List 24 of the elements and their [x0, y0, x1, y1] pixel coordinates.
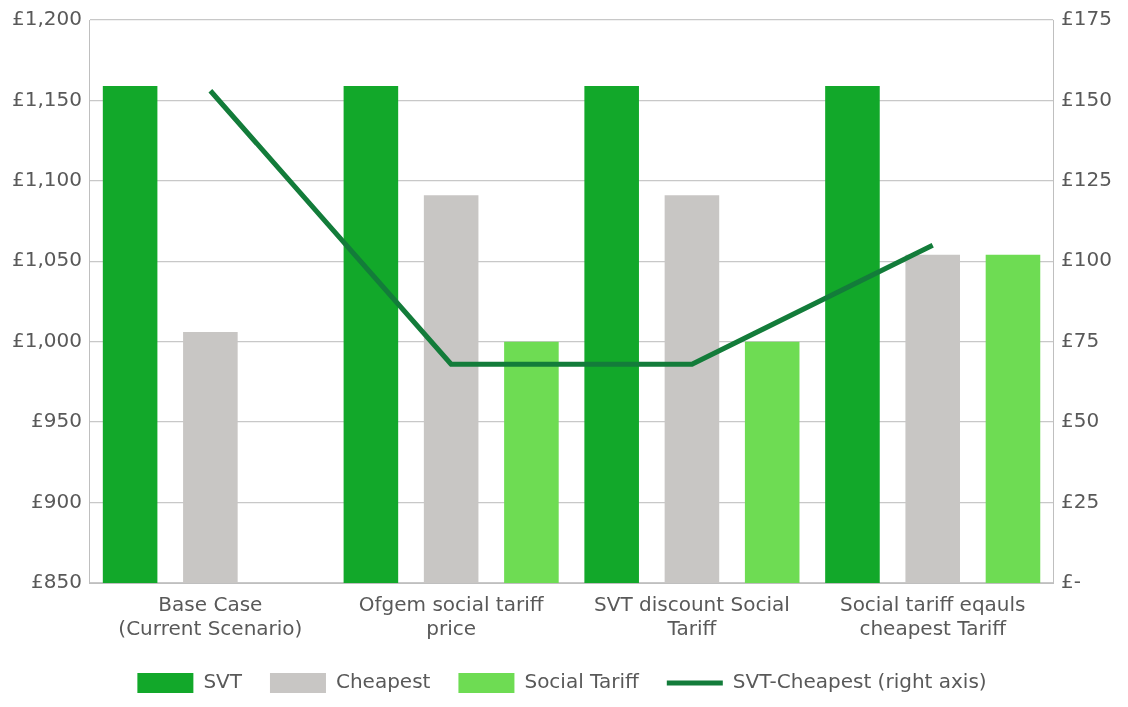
- legend-label: Cheapest: [335, 669, 431, 694]
- y-tick-label: £1,150: [12, 86, 82, 111]
- x-tick-label: SVT discount Social Tariff: [594, 592, 790, 641]
- y-tick-label: £950: [31, 408, 82, 433]
- y2-tick-label: £25: [1061, 488, 1100, 513]
- y2-tick-label: £75: [1061, 327, 1100, 352]
- y-tick-label: £850: [31, 569, 82, 594]
- y2-tick-label: £50: [1061, 408, 1100, 433]
- x-tick-label: Base Case (Current Scenario): [118, 592, 303, 641]
- y2-tick-label: £175: [1061, 6, 1113, 31]
- y-tick-label: £1,000: [12, 327, 82, 352]
- y2-tick-label: £150: [1061, 86, 1113, 111]
- x-tick-label: Social tariff eqauls cheapest Tariff: [839, 592, 1026, 641]
- legend-label: SVT-Cheapest (right axis): [732, 669, 987, 694]
- legend-label: Social Tariff: [524, 669, 641, 694]
- x-tick-label: Ofgem social tariff price: [358, 592, 545, 641]
- y2-tick-label: £100: [1061, 247, 1113, 272]
- legend-label: SVT: [203, 669, 243, 694]
- y2-tick-label: £-: [1061, 569, 1082, 594]
- y-tick-label: £900: [31, 488, 82, 513]
- y-tick-label: £1,050: [12, 247, 82, 272]
- y-tick-label: £1,100: [12, 167, 82, 192]
- y-tick-label: £1,200: [12, 6, 82, 31]
- y2-tick-label: £125: [1061, 167, 1113, 192]
